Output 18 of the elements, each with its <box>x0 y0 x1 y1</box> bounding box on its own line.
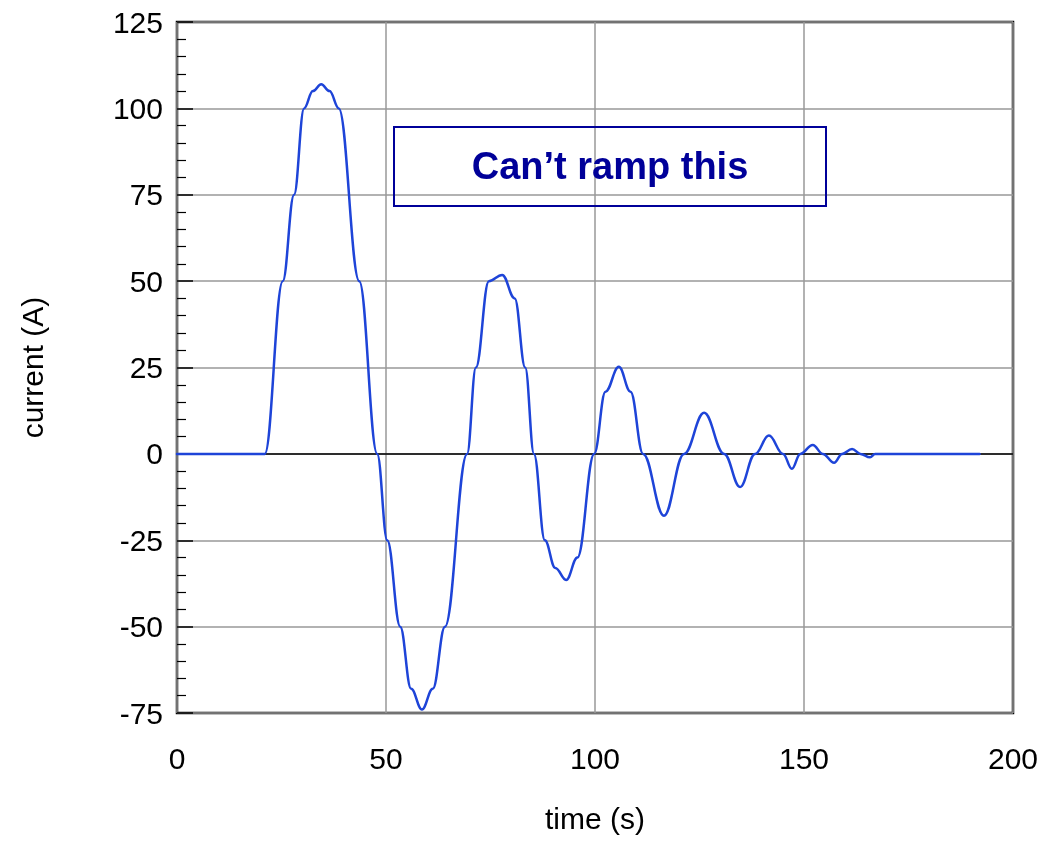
y-tick-label: 0 <box>146 437 163 471</box>
x-axis-title: time (s) <box>545 801 645 835</box>
y-tick-label: -75 <box>119 696 163 730</box>
y-tick-label: 50 <box>129 264 163 298</box>
x-tick-label: 200 <box>987 741 1039 775</box>
x-tick-label: 100 <box>569 741 621 775</box>
y-tick-label: 125 <box>112 5 163 39</box>
y-tick-label: 75 <box>129 178 163 212</box>
x-tick-label: 150 <box>778 741 830 775</box>
x-tick-label: 0 <box>168 741 186 775</box>
x-tick-label: 50 <box>369 741 403 775</box>
annotation: Can’t ramp this <box>393 126 827 207</box>
y-tick-label: -50 <box>119 610 163 644</box>
y-tick-label: 100 <box>112 91 163 125</box>
y-tick-label: -25 <box>119 523 163 557</box>
y-tick-label: 25 <box>129 351 163 384</box>
line-series <box>175 82 981 711</box>
y-axis-title: current (A) <box>15 296 49 439</box>
